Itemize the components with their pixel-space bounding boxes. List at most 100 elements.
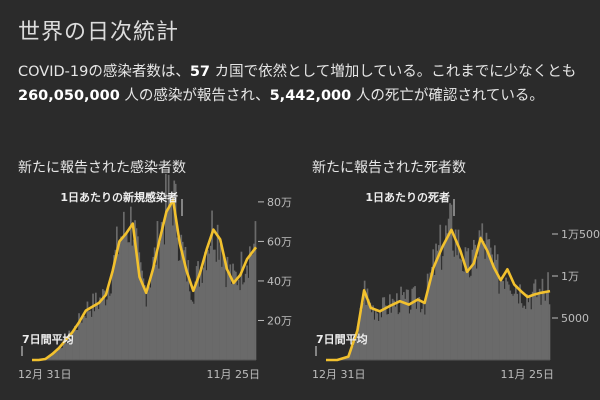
deaths-daily-bar (407, 289, 409, 360)
cases-daily-bar (186, 281, 188, 360)
deaths-daily-bar (391, 298, 394, 360)
deaths-daily-bar (429, 272, 432, 360)
cases-daily-bar (216, 224, 219, 360)
cases-daily-bar (79, 320, 82, 360)
deaths-daily-bar (400, 286, 402, 360)
deaths-daily-bar (461, 270, 464, 360)
deaths-xtick-start: 12月 31日 (312, 368, 366, 381)
cases-daily-bar (96, 303, 99, 360)
deaths-daily-bar (352, 346, 355, 360)
cases-daily-bar (127, 242, 129, 360)
cases-daily-bar (221, 266, 223, 360)
deaths-daily-bar (397, 314, 400, 360)
deaths-daily-bar (354, 341, 356, 360)
cases-daily-bar (225, 287, 227, 360)
deaths-daily-bar (373, 319, 376, 360)
cases-ytick-label: 80万 (267, 196, 292, 209)
cases-daily-bar (85, 318, 87, 360)
cases-daily-bar (83, 316, 86, 360)
deaths-daily-bar (498, 293, 500, 360)
cases-xtick-start: 12月 31日 (18, 368, 72, 381)
deaths-daily-bar (513, 293, 516, 360)
deaths-daily-bar (475, 268, 478, 360)
deaths-daily-bar (442, 256, 444, 360)
cases-daily-bar (198, 286, 201, 360)
cases-daily-bar (240, 251, 243, 360)
cases-bars-annotation: 1日あたりの新規感染者 (60, 190, 178, 204)
cases-daily-bar (244, 273, 247, 360)
cases-daily-bar (72, 329, 75, 360)
cases-daily-bar (55, 352, 58, 360)
cases-daily-bar (237, 279, 240, 360)
deaths-daily-bar (460, 259, 463, 360)
deaths-daily-bar (424, 314, 426, 360)
deaths-daily-bar (431, 266, 433, 360)
deaths-daily-bar (533, 283, 535, 360)
cases-daily-bar (114, 249, 117, 360)
cases-avg-annotation: 7日間平均 (22, 332, 74, 346)
deaths-daily-bar (422, 303, 425, 360)
deaths-daily-bar (506, 281, 509, 360)
cases-daily-bar (156, 221, 159, 360)
deaths-daily-bar (440, 269, 443, 360)
cases-daily-bar (229, 264, 232, 360)
cases-daily-bar (60, 348, 62, 360)
deaths-daily-bar (545, 292, 548, 360)
cases-daily-bar (177, 260, 180, 360)
cases-daily-bar (158, 268, 160, 360)
deaths-daily-bar (508, 284, 510, 360)
deaths-daily-bar (435, 243, 437, 360)
deaths-daily-bar (537, 293, 540, 360)
cases-daily-bar (109, 295, 111, 360)
deaths-daily-bar (425, 297, 428, 360)
cases-daily-bar (160, 222, 163, 360)
summary-part-3: 人の感染が報告され、 (119, 88, 270, 104)
cases-daily-bar (204, 251, 206, 360)
cases-daily-bar (103, 290, 106, 360)
deaths-daily-bar (365, 304, 367, 360)
cases-daily-bar (219, 244, 222, 360)
deaths-daily-bar (439, 224, 442, 360)
deaths-daily-bar (517, 303, 520, 360)
deaths-daily-bar (530, 309, 533, 360)
summary-part-4: 人の死亡が確認されている。 (351, 88, 544, 104)
cases-daily-bar (102, 289, 104, 360)
deaths-daily-bar (380, 317, 383, 360)
deaths-daily-bar (433, 274, 436, 360)
cases-daily-bar (242, 284, 244, 360)
deaths-daily-bar (456, 255, 458, 360)
cases-daily-bar (202, 267, 205, 360)
deaths-daily-bar (466, 251, 468, 360)
cases-daily-bar (144, 285, 146, 360)
deaths-daily-bar (445, 225, 447, 360)
deaths-daily-bar (426, 273, 429, 360)
deaths-daily-bar (361, 309, 363, 360)
deaths-daily-bar (494, 245, 496, 360)
cases-daily-bar (93, 311, 96, 360)
deaths-daily-bar (404, 298, 407, 360)
deaths-daily-bar (363, 280, 366, 360)
cases-ytick-label: 60万 (267, 235, 292, 248)
cases-daily-bar (139, 262, 142, 360)
page-title: 世界の日次統計 (18, 20, 180, 45)
deaths-daily-bar (379, 310, 381, 360)
deaths-daily-bar (459, 258, 461, 360)
deaths-ytick-label: 1万5000 (561, 228, 600, 241)
deaths-daily-bar (526, 294, 528, 360)
cases-daily-bar (207, 250, 209, 360)
deaths-daily-bar (414, 286, 416, 360)
deaths-daily-bar (509, 290, 512, 360)
cases-daily-bar (214, 249, 216, 360)
cases-daily-bar (148, 286, 150, 360)
cases-daily-bar (173, 180, 176, 360)
cases-daily-bar (145, 306, 148, 360)
cases-daily-bar (88, 311, 90, 360)
deaths-daily-bar (522, 307, 524, 360)
deaths-daily-bar (393, 300, 395, 360)
deaths-xtick-end: 11月 25日 (501, 368, 555, 381)
deaths-daily-bar (389, 294, 391, 360)
deaths-daily-bar (477, 256, 479, 360)
total-deaths: 5,442,000 (269, 88, 352, 104)
deaths-daily-bar (503, 288, 506, 360)
deaths-daily-bar (489, 247, 492, 360)
